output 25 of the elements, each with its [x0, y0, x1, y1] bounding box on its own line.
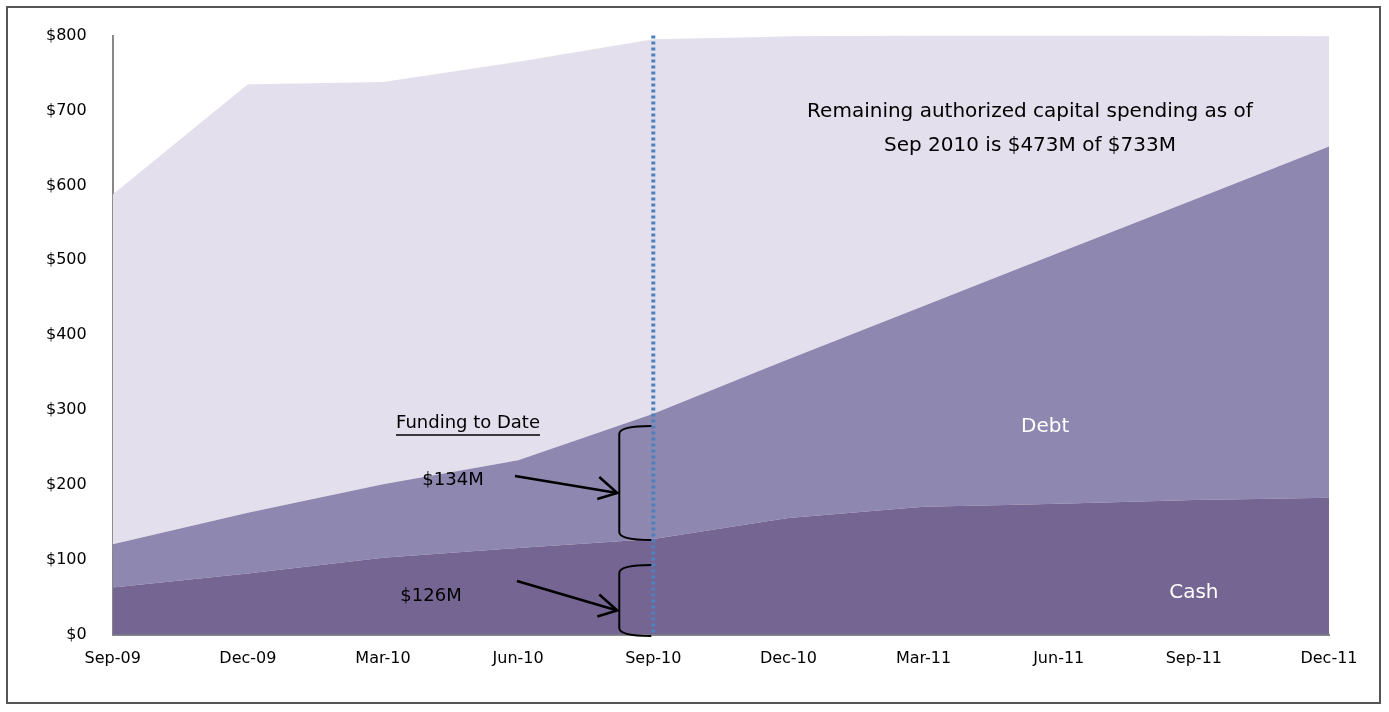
annotation: Remaining authorized capital spending as of Sep 2010 is $473M of $733M	[807, 98, 1254, 157]
x-tick-label: Dec-11	[1300, 647, 1358, 667]
x-tick-label: Sep-10	[625, 647, 682, 667]
x-tick-label: Dec-09	[219, 647, 277, 667]
y-tick-label: $800	[46, 24, 87, 44]
x-tick-label: Jun-10	[491, 647, 544, 667]
series-label: Debt	[1021, 412, 1070, 437]
annotation: Funding to Date	[396, 410, 540, 432]
y-tick-label: $100	[46, 549, 87, 569]
y-tick-label: $600	[46, 174, 87, 194]
y-tick-label: $300	[46, 399, 87, 419]
annotation: $134M	[422, 467, 484, 489]
y-tick-label: $400	[46, 324, 87, 344]
y-tick-label: $0	[66, 623, 87, 643]
x-tick-label: Jun-11	[1032, 647, 1085, 667]
x-tick-label: Dec-10	[759, 647, 817, 667]
y-tick-label: $500	[46, 249, 87, 269]
series-label: Cash	[1169, 578, 1219, 603]
x-tick-label: Sep-09	[84, 647, 141, 667]
x-tick-label: Mar-10	[355, 647, 411, 667]
x-tick-label: Sep-11	[1165, 647, 1223, 667]
annotation: $126M	[400, 583, 462, 605]
y-tick-label: $200	[46, 474, 87, 494]
y-tick-label: $700	[46, 99, 87, 119]
x-tick-label: Mar-11	[895, 647, 952, 667]
